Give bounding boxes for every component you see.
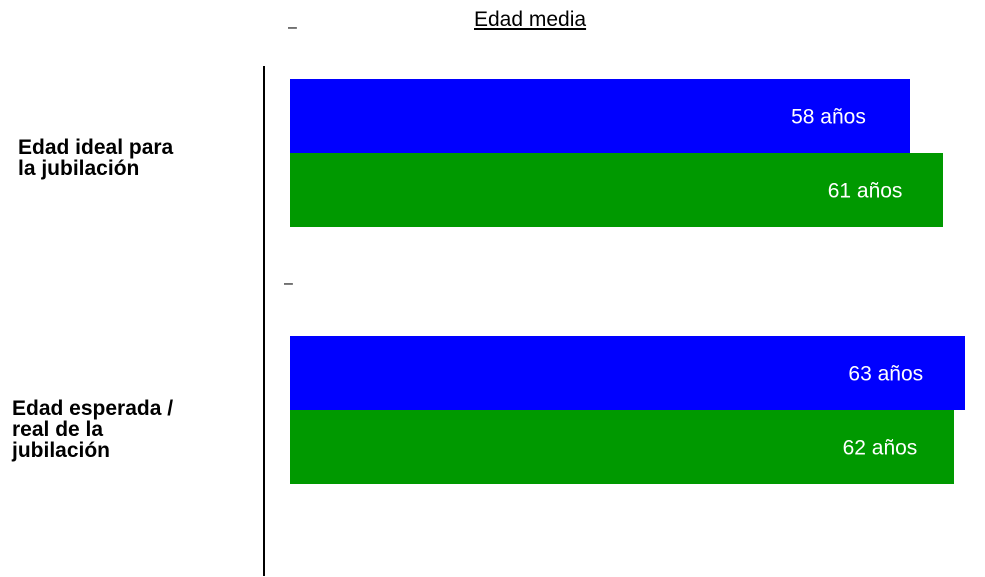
bar-series2-cat2 bbox=[290, 410, 954, 484]
category-label-ideal: Edad ideal para la jubilación bbox=[18, 136, 174, 180]
category-axis-line bbox=[263, 66, 265, 576]
data-label-series2-cat1: 61 años bbox=[827, 179, 903, 203]
bar-series1-cat1 bbox=[290, 79, 911, 153]
data-label-series1-cat2: 63 años bbox=[848, 362, 924, 386]
data-label-series1-cat1: 58 años bbox=[791, 105, 866, 129]
bar-series2-cat1 bbox=[290, 153, 944, 227]
data-label-series2-cat2: 62 años bbox=[842, 436, 918, 460]
chart-title: Edad media bbox=[474, 8, 587, 31]
tick-mark-middle: – bbox=[284, 275, 293, 292]
category-label-expected: Edad esperada / real de la jubilación bbox=[12, 397, 174, 462]
bar-series1-cat2 bbox=[290, 336, 965, 410]
tick-mark-top: – bbox=[288, 19, 297, 36]
